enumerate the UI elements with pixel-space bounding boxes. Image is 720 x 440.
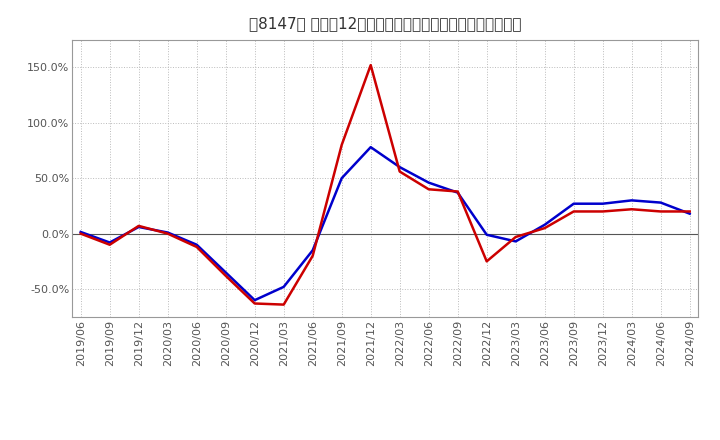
経常利益	[366, 144, 375, 150]
当期純利益	[570, 209, 578, 214]
当期純利益	[424, 187, 433, 192]
経常利益	[221, 270, 230, 275]
経常利益	[105, 240, 114, 245]
経常利益	[135, 224, 143, 230]
Line: 経常利益: 経常利益	[81, 147, 690, 300]
当期純利益	[192, 244, 201, 249]
Title: ［8147］ 利益の12か月移動合計の対前年同期増減率の推移: ［8147］ 利益の12か月移動合計の対前年同期増減率の推移	[249, 16, 521, 32]
経常利益	[511, 239, 520, 244]
当期純利益	[685, 209, 694, 214]
当期純利益	[657, 209, 665, 214]
当期純利益	[395, 169, 404, 174]
経常利益	[482, 232, 491, 238]
当期純利益	[454, 189, 462, 194]
当期純利益	[163, 231, 172, 236]
当期純利益	[366, 62, 375, 68]
経常利益	[338, 176, 346, 181]
経常利益	[685, 211, 694, 216]
経常利益	[627, 198, 636, 203]
当期純利益	[135, 223, 143, 228]
当期純利益	[541, 225, 549, 231]
経常利益	[76, 229, 85, 235]
経常利益	[541, 222, 549, 227]
当期純利益	[279, 302, 288, 307]
経常利益	[570, 201, 578, 206]
当期純利益	[338, 142, 346, 147]
経常利益	[279, 284, 288, 290]
経常利益	[251, 297, 259, 303]
当期純利益	[76, 231, 85, 236]
当期純利益	[511, 235, 520, 240]
経常利益	[598, 201, 607, 206]
経常利益	[454, 190, 462, 195]
当期純利益	[627, 207, 636, 212]
当期純利益	[221, 273, 230, 279]
当期純利益	[482, 259, 491, 264]
当期純利益	[308, 253, 317, 258]
Line: 当期純利益: 当期純利益	[81, 65, 690, 304]
経常利益	[657, 200, 665, 205]
経常利益	[395, 165, 404, 170]
当期純利益	[598, 209, 607, 214]
当期純利益	[251, 301, 259, 306]
経常利益	[192, 242, 201, 247]
経常利益	[308, 248, 317, 253]
経常利益	[163, 230, 172, 235]
当期純利益	[105, 242, 114, 247]
経常利益	[424, 180, 433, 185]
